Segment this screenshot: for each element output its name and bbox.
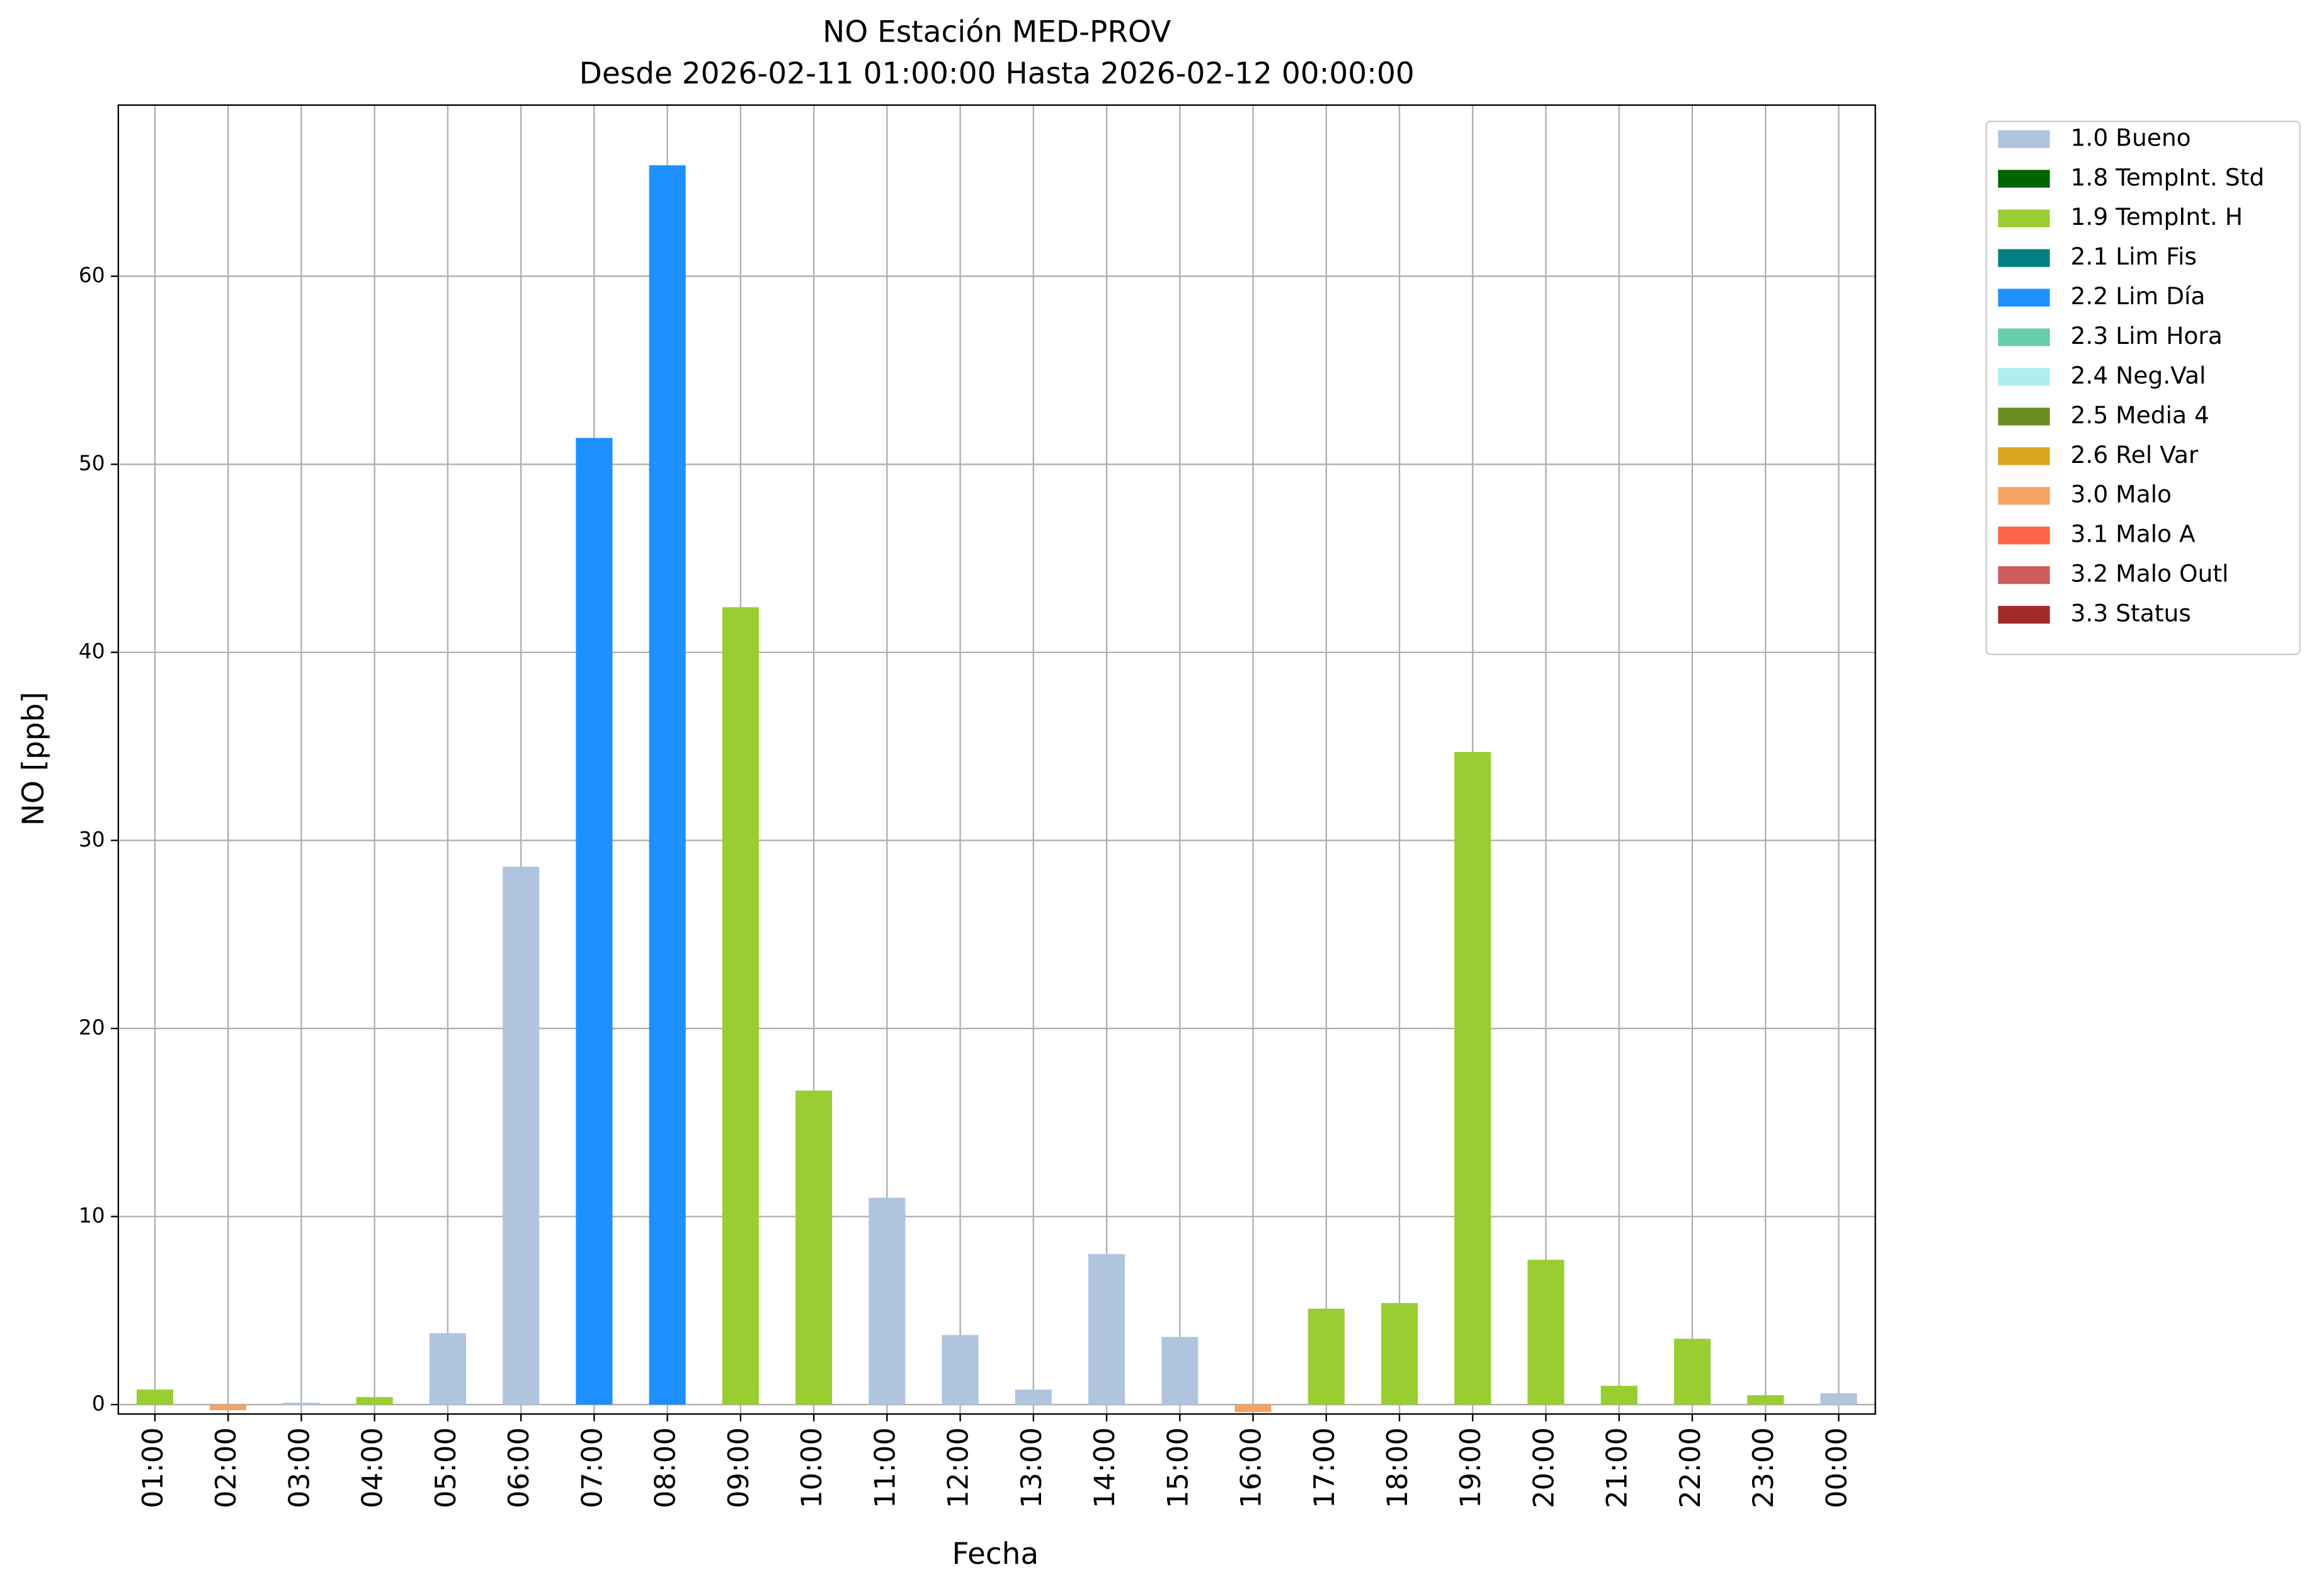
x-tick-label: 09:00 [722,1427,755,1508]
bar [283,1403,320,1405]
chart-subtitle: Desde 2026-02-11 01:00:00 Hasta 2026-02-… [579,56,1415,91]
bar [869,1197,906,1405]
x-tick-label: 23:00 [1747,1427,1780,1508]
legend-label: 1.8 TempInt. Std [2071,163,2265,191]
bar [429,1333,466,1405]
x-tick-label: 15:00 [1161,1427,1194,1508]
legend-label: 2.2 Lim Día [2071,282,2206,310]
legend-label: 2.4 Neg.Val [2071,362,2206,389]
x-tick-label: 19:00 [1454,1427,1487,1508]
bar [1747,1395,1784,1405]
bar [942,1335,979,1405]
y-tick-label: 20 [79,1015,105,1039]
legend-swatch [1998,447,2050,465]
bar [1527,1260,1564,1405]
legend-swatch [1998,487,2050,505]
legend-swatch [1998,566,2050,584]
legend-swatch [1998,130,2050,148]
x-tick-label: 12:00 [942,1427,975,1508]
x-tick-label: 10:00 [795,1427,828,1508]
bar [503,867,540,1405]
legend-box [1985,120,2301,656]
legend-label: 3.1 Malo A [2071,520,2196,548]
legend-swatch [1998,209,2050,227]
legend-swatch [1998,368,2050,386]
bar [1015,1389,1052,1405]
legend-label: 2.1 Lim Fis [2071,242,2197,270]
x-tick-label: 14:00 [1088,1427,1121,1508]
bar [722,607,759,1405]
x-tick-label: 21:00 [1601,1427,1634,1508]
legend-label: 2.5 Media 4 [2071,401,2209,429]
legend-swatch [1998,169,2050,188]
x-axis-label: Fecha [952,1537,1039,1571]
legend-swatch [1998,408,2050,426]
bar [1381,1302,1418,1405]
bar [1234,1405,1272,1413]
legend-swatch [1998,328,2050,346]
legend-swatch [1998,527,2050,545]
bar [795,1090,833,1405]
y-tick-label: 30 [79,827,105,852]
bar [356,1397,393,1405]
legend-label: 2.3 Lim Hora [2071,322,2223,350]
y-axis-label: NO [ppb] [16,692,51,826]
bar [1454,752,1491,1405]
legend-label: 1.9 TempInt. H [2071,203,2243,231]
chart-title: NO Estación MED-PROV [823,15,1171,50]
x-tick-label: 06:00 [503,1427,535,1508]
x-tick-label: 01:00 [137,1427,169,1508]
legend-swatch [1998,249,2050,267]
plot-frame [117,104,1876,1415]
legend-swatch [1998,605,2050,624]
x-tick-label: 07:00 [576,1427,608,1508]
x-tick-label: 02:00 [210,1427,242,1508]
y-tick-label: 0 [92,1391,105,1416]
bar [136,1389,174,1405]
legend-label: 3.2 Malo Outl [2071,560,2229,588]
x-tick-label: 00:00 [1820,1427,1853,1508]
x-tick-label: 17:00 [1308,1427,1341,1508]
y-tick-label: 40 [79,639,105,663]
y-tick-label: 50 [79,451,105,476]
x-tick-label: 08:00 [649,1427,682,1508]
x-tick-label: 18:00 [1381,1427,1414,1508]
legend-swatch [1998,288,2050,307]
y-tick-label: 10 [79,1203,105,1228]
x-tick-label: 03:00 [283,1427,316,1508]
legend-label: 3.3 Status [2071,600,2191,627]
x-tick-label: 13:00 [1015,1427,1048,1508]
x-tick-label: 05:00 [430,1427,462,1508]
legend-label: 3.0 Malo [2071,481,2172,508]
bar [1308,1308,1345,1405]
bar [1673,1338,1711,1405]
bar [1161,1337,1199,1405]
legend-label: 1.0 Bueno [2071,123,2191,151]
bar [1088,1254,1125,1405]
x-tick-label: 16:00 [1235,1427,1268,1508]
y-tick-label: 60 [79,263,105,287]
legend-label: 2.6 Rel Var [2071,441,2199,469]
x-tick-label: 20:00 [1527,1427,1560,1508]
bar [576,438,613,1405]
bar [649,165,686,1405]
x-tick-label: 11:00 [869,1427,901,1508]
bar [210,1405,247,1411]
bar [1600,1386,1638,1405]
x-tick-label: 22:00 [1674,1427,1707,1508]
bar [1820,1393,1857,1405]
x-tick-label: 04:00 [356,1427,389,1508]
